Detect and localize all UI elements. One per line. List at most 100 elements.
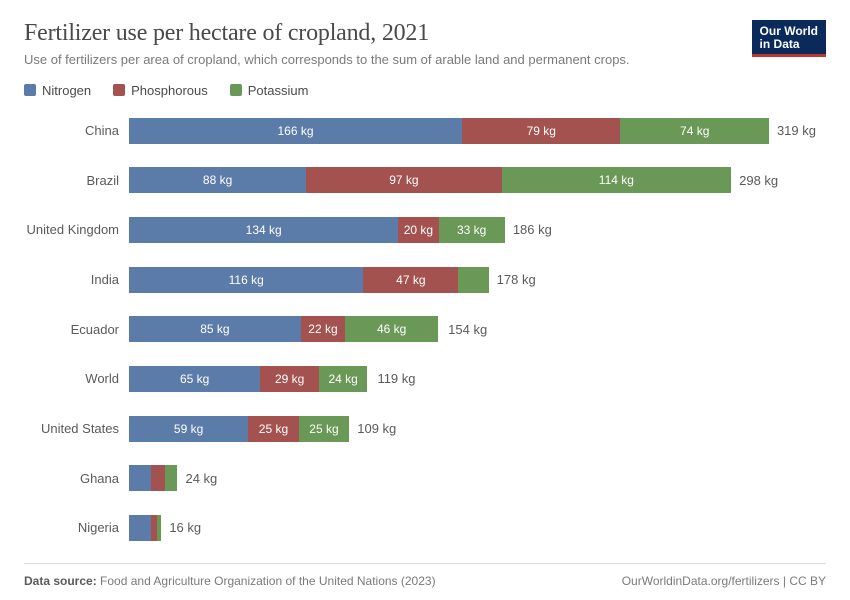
legend-swatch bbox=[24, 84, 36, 96]
owid-badge: Our World in Data bbox=[752, 20, 826, 57]
bar-segment[interactable]: 47 kg bbox=[363, 267, 458, 293]
row-label[interactable]: World bbox=[24, 371, 129, 386]
stacked-bar[interactable] bbox=[129, 465, 177, 491]
segment-value: 79 kg bbox=[525, 124, 558, 138]
segment-value: 46 kg bbox=[375, 322, 408, 336]
bar-segment[interactable]: 29 kg bbox=[260, 366, 319, 392]
segment-value: 29 kg bbox=[273, 372, 306, 386]
stacked-bar[interactable]: 116 kg 47 kg bbox=[129, 267, 489, 293]
stacked-bar[interactable]: 65 kg 29 kg 24 kg bbox=[129, 366, 369, 392]
segment-value: 33 kg bbox=[455, 223, 488, 237]
row-total: 119 kg bbox=[377, 371, 415, 386]
footer-source-text: Food and Agriculture Organization of the… bbox=[100, 574, 436, 588]
badge-line2: in Data bbox=[760, 38, 818, 51]
bar-segment[interactable]: 85 kg bbox=[129, 316, 301, 342]
segment-value: 114 kg bbox=[597, 173, 636, 187]
bar-segment[interactable]: 46 kg bbox=[345, 316, 438, 342]
row-label[interactable]: India bbox=[24, 272, 129, 287]
segment-value: 20 kg bbox=[402, 223, 435, 237]
bar-segment[interactable]: 88 kg bbox=[129, 167, 306, 193]
bar-segment[interactable]: 134 kg bbox=[129, 217, 398, 243]
legend-label: Nitrogen bbox=[42, 83, 91, 98]
segment-value: 25 kg bbox=[257, 422, 290, 436]
bar-wrap: 116 kg 47 kg 178 kg bbox=[129, 267, 816, 293]
chart-row: United States 59 kg 25 kg 25 kg 109 kg bbox=[24, 410, 816, 448]
page-title: Fertilizer use per hectare of cropland, … bbox=[24, 20, 630, 47]
stacked-bar[interactable]: 59 kg 25 kg 25 kg bbox=[129, 416, 349, 442]
stacked-bar[interactable] bbox=[129, 515, 161, 541]
stacked-bar[interactable]: 166 kg 79 kg 74 kg bbox=[129, 118, 769, 144]
segment-value: 74 kg bbox=[678, 124, 711, 138]
segment-value: 22 kg bbox=[306, 322, 339, 336]
row-label[interactable]: Brazil bbox=[24, 173, 129, 188]
segment-value: 85 kg bbox=[198, 322, 231, 336]
bar-segment[interactable]: 25 kg bbox=[299, 416, 350, 442]
row-total: 298 kg bbox=[739, 173, 778, 188]
bar-wrap: 65 kg 29 kg 24 kg 119 kg bbox=[129, 366, 816, 392]
chart-row: Brazil 88 kg 97 kg 114 kg 298 kg bbox=[24, 161, 816, 199]
legend-item[interactable]: Phosphorous bbox=[113, 83, 208, 98]
bar-wrap: 59 kg 25 kg 25 kg 109 kg bbox=[129, 416, 816, 442]
row-total: 109 kg bbox=[357, 421, 396, 436]
footer-source-label: Data source: bbox=[24, 574, 97, 588]
row-label[interactable]: Ghana bbox=[24, 471, 129, 486]
chart-container: Fertilizer use per hectare of cropland, … bbox=[0, 0, 850, 600]
bar-segment[interactable] bbox=[165, 465, 177, 491]
bar-segment[interactable] bbox=[458, 267, 488, 293]
bar-wrap: 166 kg 79 kg 74 kg 319 kg bbox=[129, 118, 816, 144]
row-total: 154 kg bbox=[448, 322, 487, 337]
legend-item[interactable]: Nitrogen bbox=[24, 83, 91, 98]
bar-segment[interactable]: 24 kg bbox=[319, 366, 367, 392]
segment-value: 59 kg bbox=[172, 422, 205, 436]
bar-segment[interactable]: 74 kg bbox=[620, 118, 768, 144]
bar-segment[interactable] bbox=[129, 515, 151, 541]
bar-segment[interactable]: 65 kg bbox=[129, 366, 260, 392]
segment-value: 47 kg bbox=[394, 273, 427, 287]
segment-value: 166 kg bbox=[275, 124, 315, 138]
chart-row: India116 kg 47 kg 178 kg bbox=[24, 261, 816, 299]
bar-chart: China 166 kg 79 kg 74 kg 319 kg Brazil 88 kg 97… bbox=[24, 112, 826, 547]
row-label[interactable]: United Kingdom bbox=[24, 222, 129, 237]
row-total: 319 kg bbox=[777, 123, 816, 138]
legend-label: Phosphorous bbox=[131, 83, 208, 98]
legend-label: Potassium bbox=[248, 83, 309, 98]
row-label[interactable]: United States bbox=[24, 421, 129, 436]
header: Fertilizer use per hectare of cropland, … bbox=[24, 20, 826, 69]
bar-wrap: 16 kg bbox=[129, 515, 816, 541]
bar-segment[interactable]: 166 kg bbox=[129, 118, 462, 144]
bar-wrap: 134 kg 20 kg 33 kg 186 kg bbox=[129, 217, 816, 243]
row-total: 186 kg bbox=[513, 222, 552, 237]
bar-segment[interactable]: 59 kg bbox=[129, 416, 248, 442]
chart-row: China 166 kg 79 kg 74 kg 319 kg bbox=[24, 112, 816, 150]
segment-value: 24 kg bbox=[326, 372, 359, 386]
footer-source: Data source: Food and Agriculture Organi… bbox=[24, 574, 436, 588]
row-label[interactable]: China bbox=[24, 123, 129, 138]
bar-segment[interactable] bbox=[151, 465, 165, 491]
bar-segment[interactable]: 116 kg bbox=[129, 267, 363, 293]
chart-row: Ghana 24 kg bbox=[24, 459, 816, 497]
row-total: 24 kg bbox=[185, 471, 217, 486]
row-total: 178 kg bbox=[497, 272, 536, 287]
segment-value: 97 kg bbox=[387, 173, 420, 187]
stacked-bar[interactable]: 134 kg 20 kg 33 kg bbox=[129, 217, 505, 243]
segment-value: 88 kg bbox=[201, 173, 234, 187]
bar-segment[interactable]: 22 kg bbox=[301, 316, 345, 342]
bar-segment[interactable]: 114 kg bbox=[502, 167, 732, 193]
bar-segment[interactable]: 33 kg bbox=[439, 217, 505, 243]
legend-item[interactable]: Potassium bbox=[230, 83, 309, 98]
stacked-bar[interactable]: 88 kg 97 kg 114 kg bbox=[129, 167, 731, 193]
bar-segment[interactable]: 25 kg bbox=[248, 416, 299, 442]
bar-segment[interactable] bbox=[157, 515, 161, 541]
stacked-bar[interactable]: 85 kg 22 kg 46 kg bbox=[129, 316, 440, 342]
bar-wrap: 85 kg 22 kg 46 kg 154 kg bbox=[129, 316, 816, 342]
bar-segment[interactable]: 97 kg bbox=[306, 167, 501, 193]
page-subtitle: Use of fertilizers per area of cropland,… bbox=[24, 51, 630, 69]
bar-segment[interactable]: 20 kg bbox=[398, 217, 438, 243]
bar-segment[interactable]: 79 kg bbox=[462, 118, 620, 144]
row-label[interactable]: Ecuador bbox=[24, 322, 129, 337]
legend: Nitrogen Phosphorous Potassium bbox=[24, 83, 826, 98]
row-label[interactable]: Nigeria bbox=[24, 520, 129, 535]
bar-segment[interactable] bbox=[129, 465, 151, 491]
segment-value: 65 kg bbox=[178, 372, 211, 386]
footer: Data source: Food and Agriculture Organi… bbox=[24, 563, 826, 588]
